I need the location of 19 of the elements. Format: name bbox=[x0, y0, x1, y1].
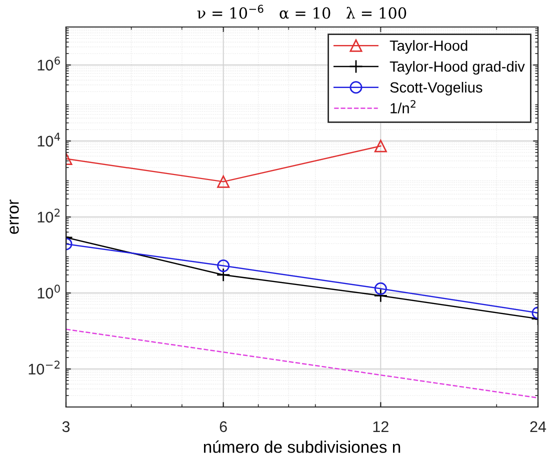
x-axis-title: número de subdivisiones n bbox=[204, 440, 400, 453]
y-axis-title: error bbox=[10, 200, 19, 234]
x-tick-label: 3 bbox=[62, 421, 70, 432]
x-tick-label: 12 bbox=[373, 421, 388, 432]
legend-label: Scott-Vogelius bbox=[390, 82, 482, 96]
point bbox=[374, 140, 387, 152]
legend-label: 1/n$^{2}$ bbox=[390, 100, 416, 114]
y-tick-label: 10$^{6}$ bbox=[38, 56, 60, 71]
x-tick-label: 6 bbox=[220, 421, 227, 432]
y-tick-label: 10$^{−2}$ bbox=[28, 360, 60, 375]
y-tick-label: 10$^{0}$ bbox=[38, 284, 60, 299]
legend-label: Taylor-Hood bbox=[390, 40, 468, 54]
y-tick-label: 10$^{2}$ bbox=[38, 208, 60, 223]
legend-label: Taylor-Hood grad-div bbox=[390, 61, 525, 75]
y-tick-label: 10$^{4}$ bbox=[38, 132, 60, 147]
x-tick-label: 24 bbox=[530, 421, 546, 432]
line-series bbox=[66, 328, 538, 398]
chart-title: ν = 10$^{−6}$ α = 10 λ = 100 bbox=[197, 4, 406, 19]
point bbox=[217, 175, 230, 188]
